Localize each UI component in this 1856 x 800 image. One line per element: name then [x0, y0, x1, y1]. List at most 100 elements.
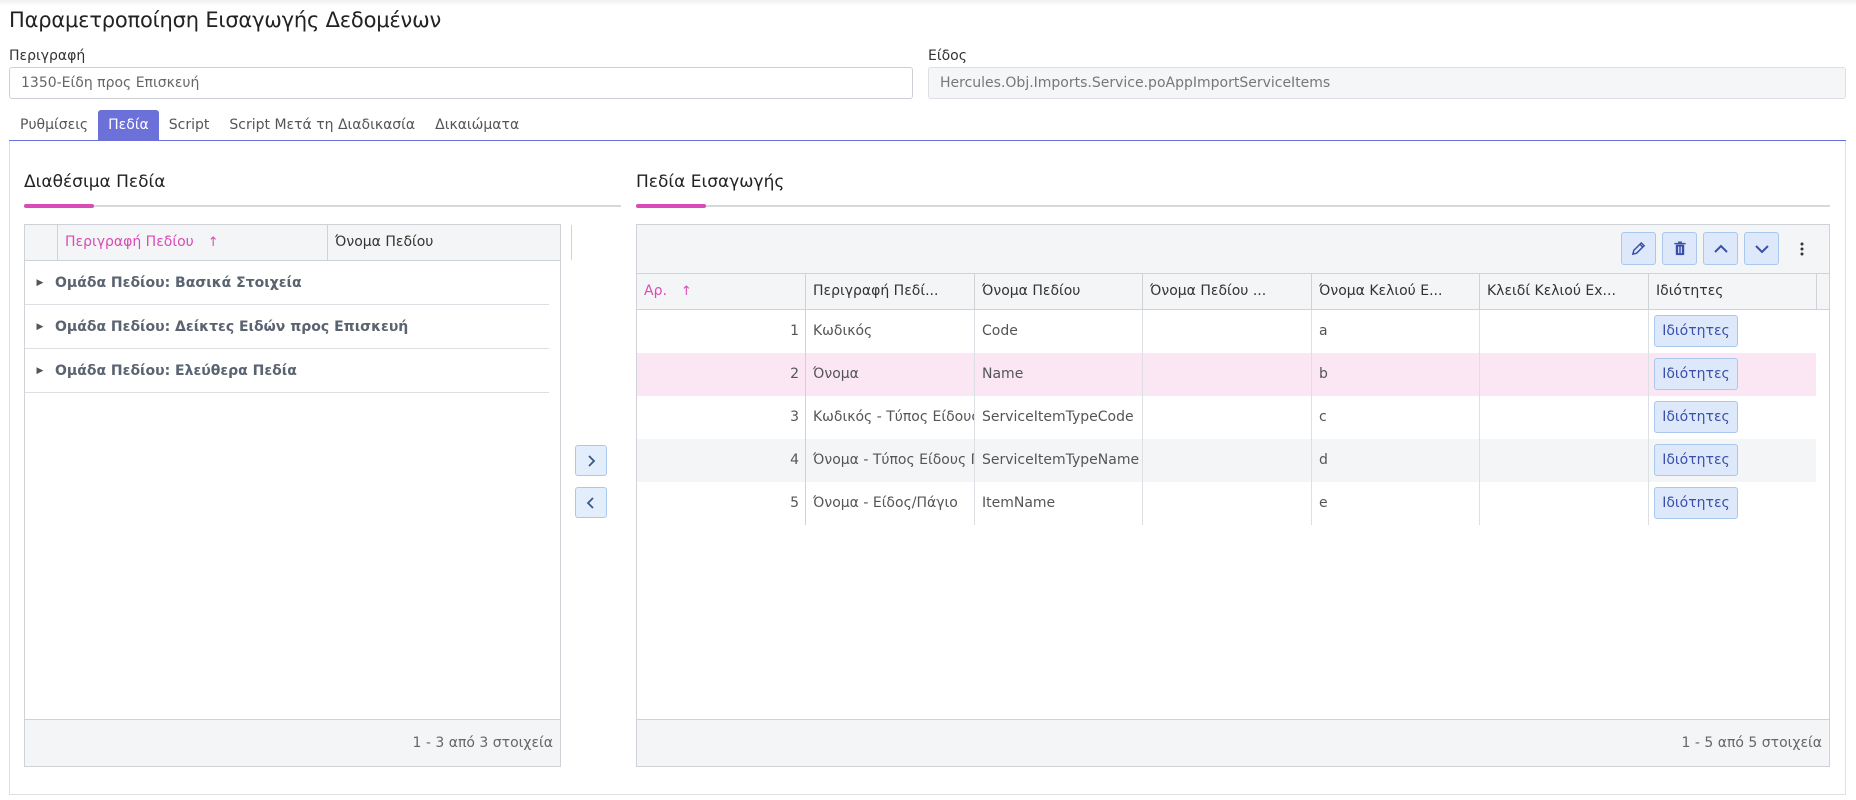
move-up-button[interactable]	[1703, 232, 1738, 265]
group-row-basic[interactable]: ▶ Ομάδα Πεδίου: Βασικά Στοιχεία	[25, 261, 549, 305]
cell-field-name: ServiceItemTypeName	[975, 439, 1143, 482]
cell-cell-key	[1480, 396, 1649, 439]
cell-field-name-2	[1143, 482, 1312, 525]
header-label: Όνομα Πεδίου ...	[1150, 283, 1267, 299]
header-properties[interactable]: Ιδιότητες	[1649, 274, 1817, 309]
available-fields-title: Διαθέσιμα Πεδία	[24, 172, 166, 192]
tab-divider	[9, 140, 1846, 141]
edit-button[interactable]	[1621, 232, 1656, 265]
cell-description: Όνομα - Είδος/Πάγιο	[806, 482, 975, 525]
more-vertical-icon	[1800, 242, 1804, 255]
cell-cell-name: b	[1312, 353, 1480, 396]
header-field-description[interactable]: Περιγραφή Πεδί...	[806, 274, 975, 309]
cell-description: Όνομα	[806, 353, 975, 396]
header-cell-key[interactable]: Κλειδί Κελιού Εx...	[1480, 274, 1649, 309]
available-fields-grid: Περιγραφή Πεδίου ↑ Όνομα Πεδίου ▶ Ομάδα Πε…	[24, 224, 572, 767]
cell-cell-key	[1480, 439, 1649, 482]
cell-field-name-2	[1143, 439, 1312, 482]
cell-field-name-2	[1143, 396, 1312, 439]
cell-field-name-2	[1143, 310, 1312, 353]
cell-number: 4	[637, 439, 806, 482]
chevron-up-icon	[1713, 244, 1728, 253]
cell-field-name: ItemName	[975, 482, 1143, 525]
table-row[interactable]: 1 Κωδικός Code a Ιδιότητες	[637, 310, 1816, 353]
page-title: Παραμετροποίηση Εισαγωγής Δεδομένων	[9, 8, 441, 32]
add-field-button[interactable]	[575, 445, 607, 476]
caret-right-icon: ▶	[36, 278, 44, 288]
remove-field-button[interactable]	[575, 487, 607, 518]
trash-icon	[1673, 241, 1686, 256]
cell-cell-key	[1480, 310, 1649, 353]
cell-cell-name: e	[1312, 482, 1480, 525]
cell-description: Κωδικός - Τύπος Είδους Π	[806, 396, 975, 439]
group-label: Ομάδα Πεδίου: Ελεύθερα Πεδία	[55, 363, 297, 379]
group-row-indicators[interactable]: ▶ Ομάδα Πεδίου: Δείκτες Ειδών προς Επισκε…	[25, 305, 549, 349]
tab-fields[interactable]: Πεδία	[98, 110, 159, 140]
header-cell-name[interactable]: Όνομα Κελιού Ε...	[1312, 274, 1480, 309]
cell-number: 5	[637, 482, 806, 525]
cell-properties: Ιδιότητες	[1649, 482, 1816, 525]
header-field-description-label: Περιγραφή Πεδίου	[65, 234, 194, 250]
sort-up-icon: ↑	[207, 235, 219, 250]
fields-panel	[9, 141, 1846, 795]
header-label: Όνομα Κελιού Ε...	[1319, 283, 1443, 299]
delete-button[interactable]	[1662, 232, 1697, 265]
top-shadow	[0, 0, 1856, 6]
header-field-name-label: Όνομα Πεδίου	[335, 234, 434, 250]
cell-cell-name: d	[1312, 439, 1480, 482]
available-grid-header: Περιγραφή Πεδίου ↑ Όνομα Πεδίου	[25, 225, 572, 261]
properties-button[interactable]: Ιδιότητες	[1654, 315, 1738, 347]
header-field-name[interactable]: Όνομα Πεδίου	[328, 225, 572, 260]
cell-cell-key	[1480, 482, 1649, 525]
header-label: Κλειδί Κελιού Εx...	[1487, 283, 1616, 299]
available-grid-footer: 1 - 3 από 3 στοιχεία	[25, 719, 560, 766]
header-label: Περιγραφή Πεδί...	[813, 283, 939, 299]
tab-settings[interactable]: Ρυθμίσεις	[20, 117, 89, 133]
caret-right-icon: ▶	[36, 366, 44, 376]
header-field-description[interactable]: Περιγραφή Πεδίου ↑	[58, 225, 328, 260]
import-fields-grid: Αρ. ↑ Περιγραφή Πεδί... Όνομα Πεδίου Όνομ…	[636, 224, 1830, 767]
cell-field-name: ServiceItemTypeCode	[975, 396, 1143, 439]
properties-button[interactable]: Ιδιότητες	[1654, 487, 1738, 519]
header-field-name-2[interactable]: Όνομα Πεδίου ...	[1143, 274, 1312, 309]
sort-up-icon: ↑	[680, 284, 692, 299]
cell-number: 1	[637, 310, 806, 353]
header-field-name[interactable]: Όνομα Πεδίου	[975, 274, 1143, 309]
cell-field-name: Code	[975, 310, 1143, 353]
tab-script[interactable]: Script	[168, 117, 210, 133]
import-grid-footer: 1 - 5 από 5 στοιχεία	[637, 719, 1829, 766]
properties-button[interactable]: Ιδιότητες	[1654, 358, 1738, 390]
chevron-right-icon	[588, 454, 596, 467]
group-label: Ομάδα Πεδίου: Δείκτες Ειδών προς Επισκευ…	[55, 319, 409, 335]
description-label: Περιγραφή	[9, 48, 86, 64]
description-input[interactable]	[9, 67, 913, 99]
table-row[interactable]: 5 Όνομα - Είδος/Πάγιο ItemName e Ιδιότητ…	[637, 482, 1816, 525]
group-label: Ομάδα Πεδίου: Βασικά Στοιχεία	[55, 275, 302, 291]
caret-right-icon: ▶	[36, 322, 44, 332]
cell-description: Κωδικός	[806, 310, 975, 353]
header-label: Όνομα Πεδίου	[982, 283, 1081, 299]
move-down-button[interactable]	[1744, 232, 1779, 265]
cell-cell-name: c	[1312, 396, 1480, 439]
table-row[interactable]: 3 Κωδικός - Τύπος Είδους Π ServiceItemTy…	[637, 396, 1816, 439]
type-input[interactable]	[928, 67, 1846, 99]
import-grid-header: Αρ. ↑ Περιγραφή Πεδί... Όνομα Πεδίου Όνομ…	[637, 274, 1829, 310]
table-row[interactable]: 4 Όνομα - Τύπος Είδους Πρ ServiceItemTyp…	[637, 439, 1816, 482]
more-options-button[interactable]	[1792, 232, 1812, 265]
chevron-left-icon	[586, 496, 594, 509]
cell-field-name: Name	[975, 353, 1143, 396]
cell-cell-key	[1480, 353, 1649, 396]
tab-permissions[interactable]: Δικαιώματα	[435, 117, 520, 133]
cell-properties: Ιδιότητες	[1649, 439, 1816, 482]
group-row-free-fields[interactable]: ▶ Ομάδα Πεδίου: Ελεύθερα Πεδία	[25, 349, 549, 393]
table-row[interactable]: 2 Όνομα Name b Ιδιότητες	[637, 353, 1816, 396]
properties-button[interactable]: Ιδιότητες	[1654, 444, 1738, 476]
header-number[interactable]: Αρ. ↑	[637, 274, 806, 309]
cell-field-name-2	[1143, 353, 1312, 396]
edit-icon	[1631, 241, 1646, 256]
tab-post-script[interactable]: Script Μετά τη Διαδικασία	[229, 117, 416, 133]
properties-button[interactable]: Ιδιότητες	[1654, 401, 1738, 433]
cell-description: Όνομα - Τύπος Είδους Πρ	[806, 439, 975, 482]
cell-properties: Ιδιότητες	[1649, 353, 1816, 396]
cell-properties: Ιδιότητες	[1649, 396, 1816, 439]
